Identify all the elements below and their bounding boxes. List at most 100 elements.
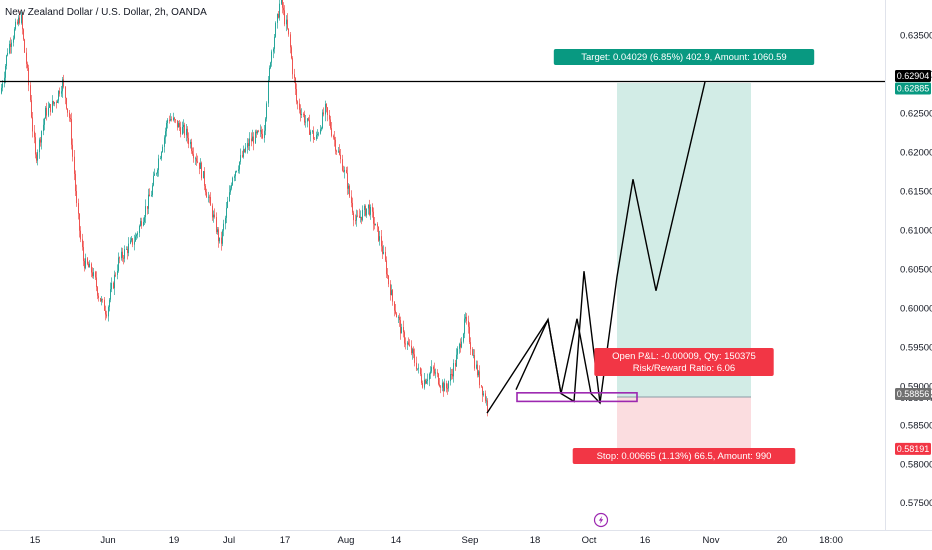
candle-body xyxy=(420,367,421,375)
candle-body xyxy=(182,126,183,135)
candle-body xyxy=(177,120,178,128)
candle-body xyxy=(465,316,466,319)
x-tick-label: 14 xyxy=(391,535,402,546)
candle-body xyxy=(414,354,415,363)
candle-body xyxy=(366,208,367,216)
candle-body xyxy=(395,310,396,314)
candle-body xyxy=(461,341,462,348)
candle-body xyxy=(278,13,279,18)
candle-body xyxy=(283,7,284,11)
candle-body xyxy=(485,393,486,402)
candle-body xyxy=(2,83,3,88)
y-axis[interactable]: 0.635000.630000.625000.620000.615000.610… xyxy=(900,31,932,510)
candle-body xyxy=(30,85,31,101)
candle-body xyxy=(66,98,67,109)
candle-body xyxy=(339,150,340,155)
candle-body xyxy=(71,119,72,145)
candle-body xyxy=(268,79,269,104)
candle-body xyxy=(474,355,475,369)
entry-box[interactable] xyxy=(516,392,638,403)
candle-body xyxy=(24,39,25,53)
candle-body xyxy=(296,89,297,102)
candle-body xyxy=(191,141,192,152)
candle-body xyxy=(78,203,79,214)
current-price-badge-text: 0.58856 xyxy=(897,389,930,399)
resistance-price-badge-text: 0.62904 xyxy=(897,71,930,81)
candle-body xyxy=(247,143,248,148)
candle-body xyxy=(27,63,28,68)
candle-body xyxy=(208,196,209,198)
candle-body xyxy=(245,147,246,153)
candle-body xyxy=(15,21,16,30)
candle-body xyxy=(429,373,430,380)
candle-body xyxy=(53,101,54,104)
candle-body xyxy=(260,130,261,132)
candle-body xyxy=(124,249,125,259)
x-tick-label: 18 xyxy=(530,535,541,546)
candle-body xyxy=(322,112,323,129)
x-tick-label: 19 xyxy=(169,535,180,546)
candle-body xyxy=(464,318,465,334)
stop-label-bg xyxy=(572,448,796,464)
candle-body xyxy=(486,400,487,402)
candle-body xyxy=(201,162,202,179)
candle-body xyxy=(476,364,477,369)
candle-body xyxy=(122,251,123,258)
zigzag-pattern[interactable] xyxy=(515,271,601,404)
candle-body xyxy=(108,306,109,317)
candle-body xyxy=(242,155,243,157)
candle-body xyxy=(31,100,32,118)
stop-zone[interactable] xyxy=(617,397,751,449)
candle-body xyxy=(473,355,474,356)
candle-body xyxy=(433,366,434,370)
candle-body xyxy=(353,212,354,221)
candle-body xyxy=(399,317,400,321)
candle-body xyxy=(231,185,232,189)
pnl-label[interactable]: Open P&L: -0.00009, Qty: 150375Risk/Rewa… xyxy=(594,348,774,376)
candle-body xyxy=(252,136,253,142)
candle-body xyxy=(82,239,83,248)
candle-body xyxy=(404,332,405,344)
x-axis[interactable]: 15 Jun 19 Jul 17 Aug 14 Sep 18 Oct 16 Nov 20 18:00 xyxy=(30,535,843,546)
candle-body xyxy=(196,158,197,162)
candle-body xyxy=(425,379,426,384)
candle-body xyxy=(333,135,334,138)
candle-body xyxy=(249,138,250,147)
candle-body xyxy=(35,137,36,155)
candle-body xyxy=(206,192,207,198)
candle-body xyxy=(329,115,330,120)
target-label-text: Target: 0.04029 (6.85%) 402.9, Amount: 1… xyxy=(581,52,786,63)
pnl-label-text: Open P&L: -0.00009, Qty: 150375 xyxy=(612,351,756,362)
candle-body xyxy=(216,217,217,233)
candle-body xyxy=(200,162,201,169)
stop-label[interactable]: Stop: 0.00665 (1.13%) 66.5, Amount: 990 xyxy=(572,448,796,464)
candle-body xyxy=(390,284,391,295)
target-zone[interactable] xyxy=(617,83,751,398)
candle-body xyxy=(223,223,224,231)
candle-body xyxy=(91,263,92,273)
candle-body xyxy=(335,139,336,151)
candle-body xyxy=(131,238,132,241)
candle-body xyxy=(407,342,408,345)
candle-body xyxy=(72,144,73,157)
candle-body xyxy=(411,345,412,354)
candle-body xyxy=(46,107,47,116)
candle-body xyxy=(111,282,112,290)
candle-body xyxy=(460,343,461,348)
candle-body xyxy=(443,382,444,392)
candle-body xyxy=(379,236,380,241)
candle-body xyxy=(4,77,5,84)
event-marker[interactable] xyxy=(593,512,609,528)
candle-body xyxy=(9,43,10,53)
candle-body xyxy=(291,47,292,59)
candle-body xyxy=(119,257,120,259)
candle-body xyxy=(387,274,388,276)
candle-body xyxy=(117,270,118,275)
candle-body xyxy=(450,374,451,382)
target-price-badge-text: 0.62885 xyxy=(897,84,930,94)
candle-body xyxy=(413,349,414,355)
candle-body xyxy=(229,192,230,202)
candle-body xyxy=(134,241,135,245)
target-label[interactable]: Target: 0.04029 (6.85%) 402.9, Amount: 1… xyxy=(553,49,815,65)
